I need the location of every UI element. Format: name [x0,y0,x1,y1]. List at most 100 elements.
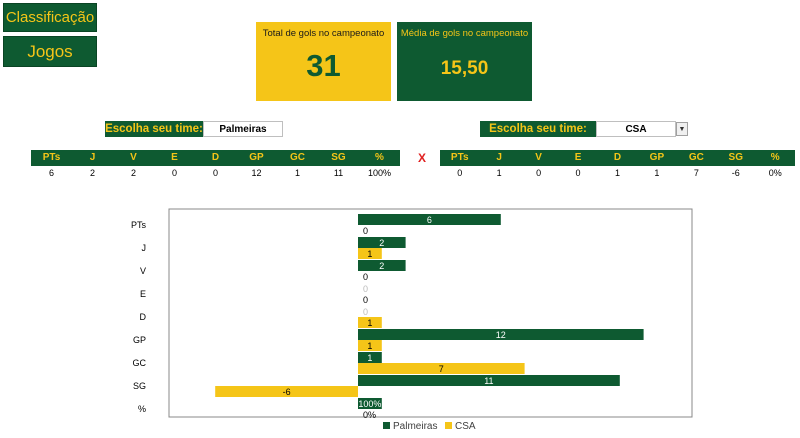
total-goals-title: Total de gols no campeonato [262,28,385,39]
stat-value-cell: 6 [48,168,54,178]
chart-data-label: 0 [363,284,368,294]
chart-category-label: GC [133,358,147,368]
classificacao-button[interactable]: Classificação [3,3,97,32]
chart-data-label: 0 [363,272,368,282]
stat-value-cell: 2 [130,168,136,178]
chart-data-label: 11 [484,376,493,386]
chart-bar-palmeiras [358,214,501,225]
chart-category-label: SG [133,381,146,391]
stat-header-cell: PTs [450,152,469,163]
average-goals-title: Média de gols no campeonato [400,28,529,39]
stat-header-cell: SG [331,152,346,163]
stat-header-cell: GP [249,152,264,163]
chart-data-label: 1 [367,249,372,259]
stat-header-cell: GC [290,152,305,163]
chart-data-label: 0 [363,295,368,305]
stats-header-left: PTs J V E D GP GC SG% [31,150,400,166]
chart-data-label: 100% [358,399,381,409]
chart-category-label: % [138,404,146,414]
stat-value-cell: 1 [294,168,300,178]
stats-values-right: 0 1 0 0 1 1 7 -6 0% [440,167,795,180]
chart-data-label: -6 [283,387,291,397]
chart-bar-csa [215,386,358,397]
chart-data-label: 1 [367,341,372,351]
stat-header-cell: E [171,152,178,163]
stat-header-cell: J [496,152,502,163]
chart-bar-csa [358,340,382,351]
stat-header-cell: GC [688,152,704,163]
average-goals-card: Média de gols no campeonato 15,50 [397,22,532,101]
stat-header-cell: GP [649,152,665,163]
chart-category-label: PTs [131,220,147,230]
team-left-select[interactable]: Palmeiras [203,121,283,137]
chart-data-label: 2 [379,238,384,248]
chart-bar-palmeiras [358,329,644,340]
chart-data-label: 1 [367,353,372,363]
team-right-select[interactable]: CSA [596,121,676,137]
chart-data-label: 0 [363,226,368,236]
stats-values-left: 6 2 2 0 0 12 1 11 100% [31,167,400,180]
stat-value-cell: 0 [171,168,177,178]
stat-value-cell: 100% [367,168,392,178]
legend-swatch-csa [445,422,452,429]
stat-header-cell: % [375,152,384,163]
stat-value-cell: 0 [212,168,218,178]
team-left-label: Escolha seu time: [105,121,203,137]
stat-value-cell: 0 [575,168,581,178]
chart-bar-palmeiras [358,352,382,363]
stat-value-cell: 11 [333,168,344,178]
stat-header-cell: PTs [42,152,61,163]
stat-header-cell: D [211,152,220,163]
stat-value-cell: 0 [536,168,542,178]
total-goals-value: 31 [306,48,341,83]
chart-bar-csa [358,363,525,374]
stats-header-right: PTs J V E D GP GC SG% [440,150,795,166]
chart-data-label: 2 [379,261,384,271]
chart-category-label: V [140,266,146,276]
stat-header-cell: E [574,152,582,163]
stat-value-cell: 1 [614,168,620,178]
chart-data-label: 7 [439,364,444,374]
jogos-label: Jogos [27,41,73,61]
team-right-dropdown-arrow[interactable]: ▼ [676,122,688,136]
jogos-button[interactable]: Jogos [3,36,97,67]
legend-swatch-palmeiras [383,422,390,429]
chart-bar-csa [358,248,382,259]
chart-category-label: GP [133,335,146,345]
legend-label-csa: CSA [455,421,476,432]
chart-bar-palmeiras [358,260,406,271]
stat-value-cell: 2 [89,168,95,178]
stat-value-cell: 1 [496,168,502,178]
chart-bar-palmeiras [358,375,620,386]
chart-bar-palmeiras [358,398,382,409]
stat-value-cell: -6 [731,168,740,178]
legend-label-palmeiras: Palmeiras [393,421,437,432]
stat-header-cell: % [770,152,780,163]
stat-header-cell: J [89,152,96,163]
chart-data-label: 12 [496,330,506,340]
chart-category-label: E [140,289,146,299]
stat-header-cell: SG [728,152,743,163]
team-right-label: Escolha seu time: [480,121,596,137]
total-goals-card: Total de gols no campeonato 31 [256,22,391,101]
versus-label: X [417,151,426,165]
chart-category-label: D [140,312,147,322]
chart-plot-area [168,208,693,418]
stat-header-cell: V [535,152,542,163]
chart-data-label: 0 [363,307,368,317]
stat-value-cell: 12 [251,168,262,178]
classificacao-label: Classificação [5,9,95,26]
stat-value-cell: 0 [457,168,463,178]
stat-value-cell: 7 [693,168,699,178]
chart-category-label: J [142,243,147,253]
stat-header-cell: D [613,152,622,163]
stat-value-cell: 0% [768,168,782,178]
chart-data-label: 1 [367,318,372,328]
average-goals-value: 15,50 [440,58,489,79]
chart-data-label: 0% [363,410,376,420]
chart-bar-csa [358,317,382,328]
chart-bar-palmeiras [358,237,406,248]
chart-data-label: 6 [427,215,432,225]
stat-value-cell: 1 [654,168,660,178]
